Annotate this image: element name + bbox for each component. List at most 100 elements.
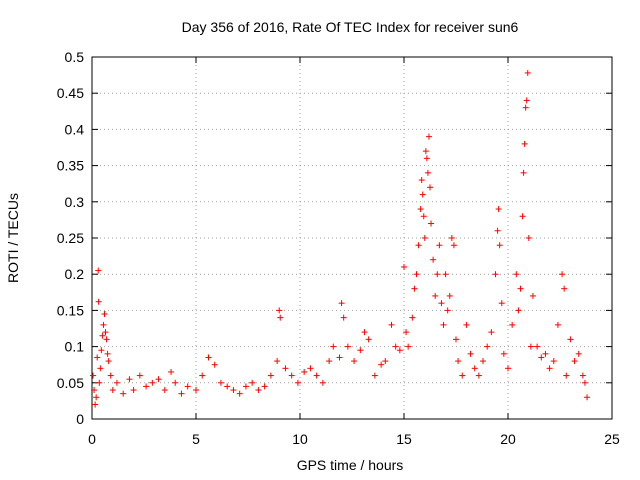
data-point — [274, 358, 281, 365]
y-tick-label: 0.4 — [65, 121, 85, 137]
x-tick-label: 10 — [292, 431, 308, 447]
data-point — [542, 350, 549, 357]
data-point — [463, 321, 470, 328]
data-point — [467, 350, 474, 357]
data-point — [92, 401, 99, 408]
data-point — [130, 387, 137, 394]
data-point — [94, 354, 101, 361]
data-point — [498, 300, 505, 307]
data-point — [509, 321, 516, 328]
data-point — [430, 256, 437, 263]
data-point — [307, 365, 314, 372]
data-points — [90, 69, 591, 408]
data-point — [480, 358, 487, 365]
data-point — [288, 372, 295, 379]
data-point — [99, 332, 106, 339]
data-point — [224, 383, 231, 390]
data-point — [193, 387, 199, 394]
data-point — [403, 329, 410, 336]
data-point — [100, 321, 107, 328]
data-point — [388, 321, 395, 328]
data-point — [301, 368, 308, 375]
y-tick-label: 0.2 — [65, 266, 85, 282]
data-point — [96, 379, 103, 386]
y-tick-label: 0.15 — [57, 302, 84, 318]
data-point — [199, 372, 206, 379]
data-point — [211, 361, 218, 368]
data-point — [432, 292, 439, 299]
data-point — [378, 361, 385, 368]
data-point — [444, 307, 451, 314]
data-point — [102, 329, 109, 336]
data-point — [313, 372, 320, 379]
data-point — [338, 300, 345, 307]
data-point — [401, 263, 407, 270]
y-tick-label: 0.25 — [57, 230, 84, 246]
data-point — [120, 390, 127, 397]
data-point — [104, 350, 111, 357]
data-point — [413, 271, 420, 278]
y-tick-label: 0.1 — [65, 339, 85, 355]
data-point — [113, 379, 120, 386]
data-point — [455, 358, 462, 365]
data-point — [365, 336, 372, 343]
data-point — [351, 358, 358, 365]
y-tick-labels: 0 0.05 0.1 0.15 0.2 0.25 0.3 0.35 0.4 0.45 0.5 — [57, 49, 84, 427]
data-point — [422, 148, 429, 155]
data-point — [161, 387, 168, 394]
data-point — [155, 376, 162, 383]
data-point — [428, 220, 435, 227]
data-point — [357, 347, 364, 354]
data-point — [361, 329, 368, 336]
data-point — [427, 184, 433, 191]
data-point — [178, 390, 185, 397]
data-point — [382, 358, 389, 365]
data-point — [522, 104, 529, 111]
data-point — [436, 242, 443, 249]
data-point — [554, 321, 561, 328]
data-point — [584, 394, 591, 401]
data-point — [521, 140, 528, 147]
data-point — [392, 343, 399, 350]
data-point — [294, 379, 301, 386]
data-point — [520, 169, 527, 176]
data-point — [459, 372, 466, 379]
data-point — [453, 336, 459, 343]
data-point — [581, 379, 588, 386]
data-point — [249, 379, 256, 386]
data-point — [442, 271, 449, 278]
data-point — [550, 358, 557, 365]
data-point — [538, 354, 545, 361]
data-point — [571, 358, 578, 365]
data-point — [524, 69, 531, 76]
data-point — [282, 365, 289, 372]
data-point — [559, 271, 566, 278]
data-point — [519, 213, 526, 220]
data-point — [405, 343, 412, 350]
data-point — [205, 354, 212, 361]
data-point — [448, 235, 455, 241]
data-point — [236, 390, 243, 397]
data-point — [527, 343, 534, 350]
data-point — [91, 387, 98, 394]
data-point — [396, 347, 403, 354]
data-point — [107, 372, 114, 379]
data-point — [149, 379, 156, 386]
x-tick-label: 25 — [604, 431, 620, 447]
data-point — [561, 285, 568, 292]
data-point — [424, 169, 431, 176]
data-point — [418, 177, 425, 184]
x-tick-label: 20 — [500, 431, 516, 447]
data-point — [330, 343, 337, 350]
y-tick-label: 0.5 — [65, 49, 85, 65]
data-point — [523, 97, 530, 104]
data-point — [95, 267, 102, 274]
data-point — [420, 213, 427, 220]
y-axis-label: ROTI / TECUs — [5, 193, 21, 283]
data-point — [409, 314, 416, 321]
y-tick-label: 0.45 — [57, 85, 84, 101]
data-point — [492, 271, 499, 278]
data-point — [340, 314, 347, 321]
data-point — [95, 298, 102, 305]
